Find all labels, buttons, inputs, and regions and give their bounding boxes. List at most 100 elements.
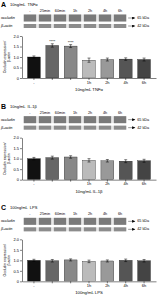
- bar: [101, 261, 114, 281]
- x-axis-label: 100ng/mL LPS: [75, 290, 103, 295]
- blot-band: [69, 24, 81, 28]
- x-tick: -: [33, 180, 35, 187]
- blot-band: [99, 227, 111, 231]
- y-tick-label: 2.0: [13, 34, 19, 39]
- bar: [83, 261, 96, 281]
- y-tick-mark: [20, 138, 22, 139]
- blot-band: [24, 24, 36, 28]
- x-tick: 1h: [87, 281, 91, 288]
- y-axis-line: [22, 240, 23, 282]
- x-tick: -: [33, 78, 35, 85]
- blot-row-label: occludin: [1, 219, 15, 223]
- blot-column-label: 4h: [103, 111, 107, 115]
- error-bar: [88, 260, 91, 263]
- x-tick-mark: [52, 281, 53, 283]
- x-tick-label: 4h: [123, 283, 127, 288]
- panel-label: B: [1, 103, 6, 110]
- y-tick: 0.5: [13, 65, 22, 70]
- bar: [46, 158, 59, 180]
- y-axis-label-line: β-actin: [7, 52, 11, 63]
- kda-arrow: [128, 18, 135, 19]
- blot-background: [23, 116, 127, 123]
- error-bar: [69, 156, 72, 159]
- blot-band: [54, 126, 66, 130]
- kda-arrow: [128, 229, 135, 230]
- blot-band: [69, 126, 81, 130]
- conc-label: 10ng/mL: [10, 2, 26, 7]
- blot-band: [84, 116, 96, 123]
- blot-background: [23, 227, 127, 231]
- x-tick: [70, 78, 71, 80]
- blot-band: [39, 126, 51, 130]
- kda-arrow: [128, 221, 135, 222]
- blot-column-label: 1h: [73, 111, 77, 115]
- blot-band: [54, 218, 66, 225]
- y-axis-line: [22, 138, 23, 180]
- y-tick: 1.5: [13, 248, 22, 253]
- blot-band: [54, 227, 66, 231]
- blot-band: [69, 15, 81, 22]
- x-tick-mark: [52, 78, 53, 80]
- x-axis-label: 10ng/mL IL-1β: [76, 189, 104, 194]
- blot-column-label: 25min: [40, 212, 50, 216]
- y-axis-label: Occludin expression/β-actin: [3, 41, 11, 74]
- x-tick-label: 6h: [142, 80, 146, 85]
- blot-band: [84, 15, 96, 22]
- blot-band: [99, 126, 111, 130]
- blot-column-label: 25min: [40, 111, 50, 115]
- x-tick: 6h: [142, 180, 146, 187]
- y-tick-mark: [20, 239, 22, 240]
- error-bar: [32, 157, 35, 160]
- error-bar: [32, 259, 35, 261]
- x-tick-mark: [70, 78, 71, 80]
- error-bar: [143, 159, 146, 162]
- y-tick-mark: [20, 57, 22, 58]
- y-tick: 0: [17, 76, 22, 81]
- time-label: LPS: [30, 205, 38, 210]
- y-tick-label: 0.5: [13, 269, 19, 274]
- blot-band: [24, 116, 36, 123]
- panel-label: C: [1, 204, 6, 211]
- blot-column-label: 1h: [73, 9, 77, 13]
- blot-band: [84, 126, 96, 130]
- error-bar: [124, 160, 127, 163]
- blot-column-label: 6h: [118, 9, 122, 13]
- blot-band: [99, 24, 111, 28]
- figure: A10ng/mLTNFα-25min60min1h2h4h6hoccludin6…: [0, 0, 159, 305]
- y-tick: 0.5: [13, 167, 22, 172]
- y-tick-mark: [20, 78, 22, 79]
- x-tick-label: 4h: [123, 182, 127, 187]
- bar: [101, 161, 114, 180]
- blot-column-label: 60min: [55, 9, 65, 13]
- blot-column-label: -: [29, 212, 31, 216]
- y-tick-label: 1.5: [13, 44, 19, 49]
- y-tick: 0.5: [13, 269, 22, 274]
- x-tick-label: 2h: [105, 283, 109, 288]
- blot-band: [84, 227, 96, 231]
- blot-band: [84, 24, 96, 28]
- panel: A10ng/mLTNFα-25min60min1h2h4h6hoccludin6…: [0, 1, 157, 92]
- error-bar: [143, 58, 146, 61]
- plot-area: [28, 259, 151, 281]
- bar: [119, 59, 132, 78]
- x-tick: 4h: [123, 78, 127, 85]
- blot-band: [69, 227, 81, 231]
- y-tick-label: 1.5: [13, 146, 19, 151]
- bar: [64, 157, 77, 180]
- error-bar: [69, 45, 72, 48]
- blot-band: [24, 227, 36, 231]
- blot-row-label: occludin: [1, 118, 15, 122]
- conc-label: 100ng/mL: [10, 205, 29, 210]
- blot-row-label: occludin: [1, 16, 15, 20]
- conc-label: 10ng/mL: [10, 104, 26, 109]
- kda-label: 42 kDa: [137, 24, 150, 28]
- y-tick: 1.0: [13, 258, 22, 263]
- blot-band: [99, 15, 111, 22]
- y-tick-mark: [20, 159, 22, 160]
- x-tick-mark: [52, 180, 53, 182]
- x-tick: [70, 281, 71, 283]
- y-tick: 1.5: [13, 44, 22, 49]
- y-tick-mark: [20, 36, 22, 37]
- significance-label: ****: [68, 41, 74, 45]
- y-axis-label-line: β-actin: [7, 153, 11, 164]
